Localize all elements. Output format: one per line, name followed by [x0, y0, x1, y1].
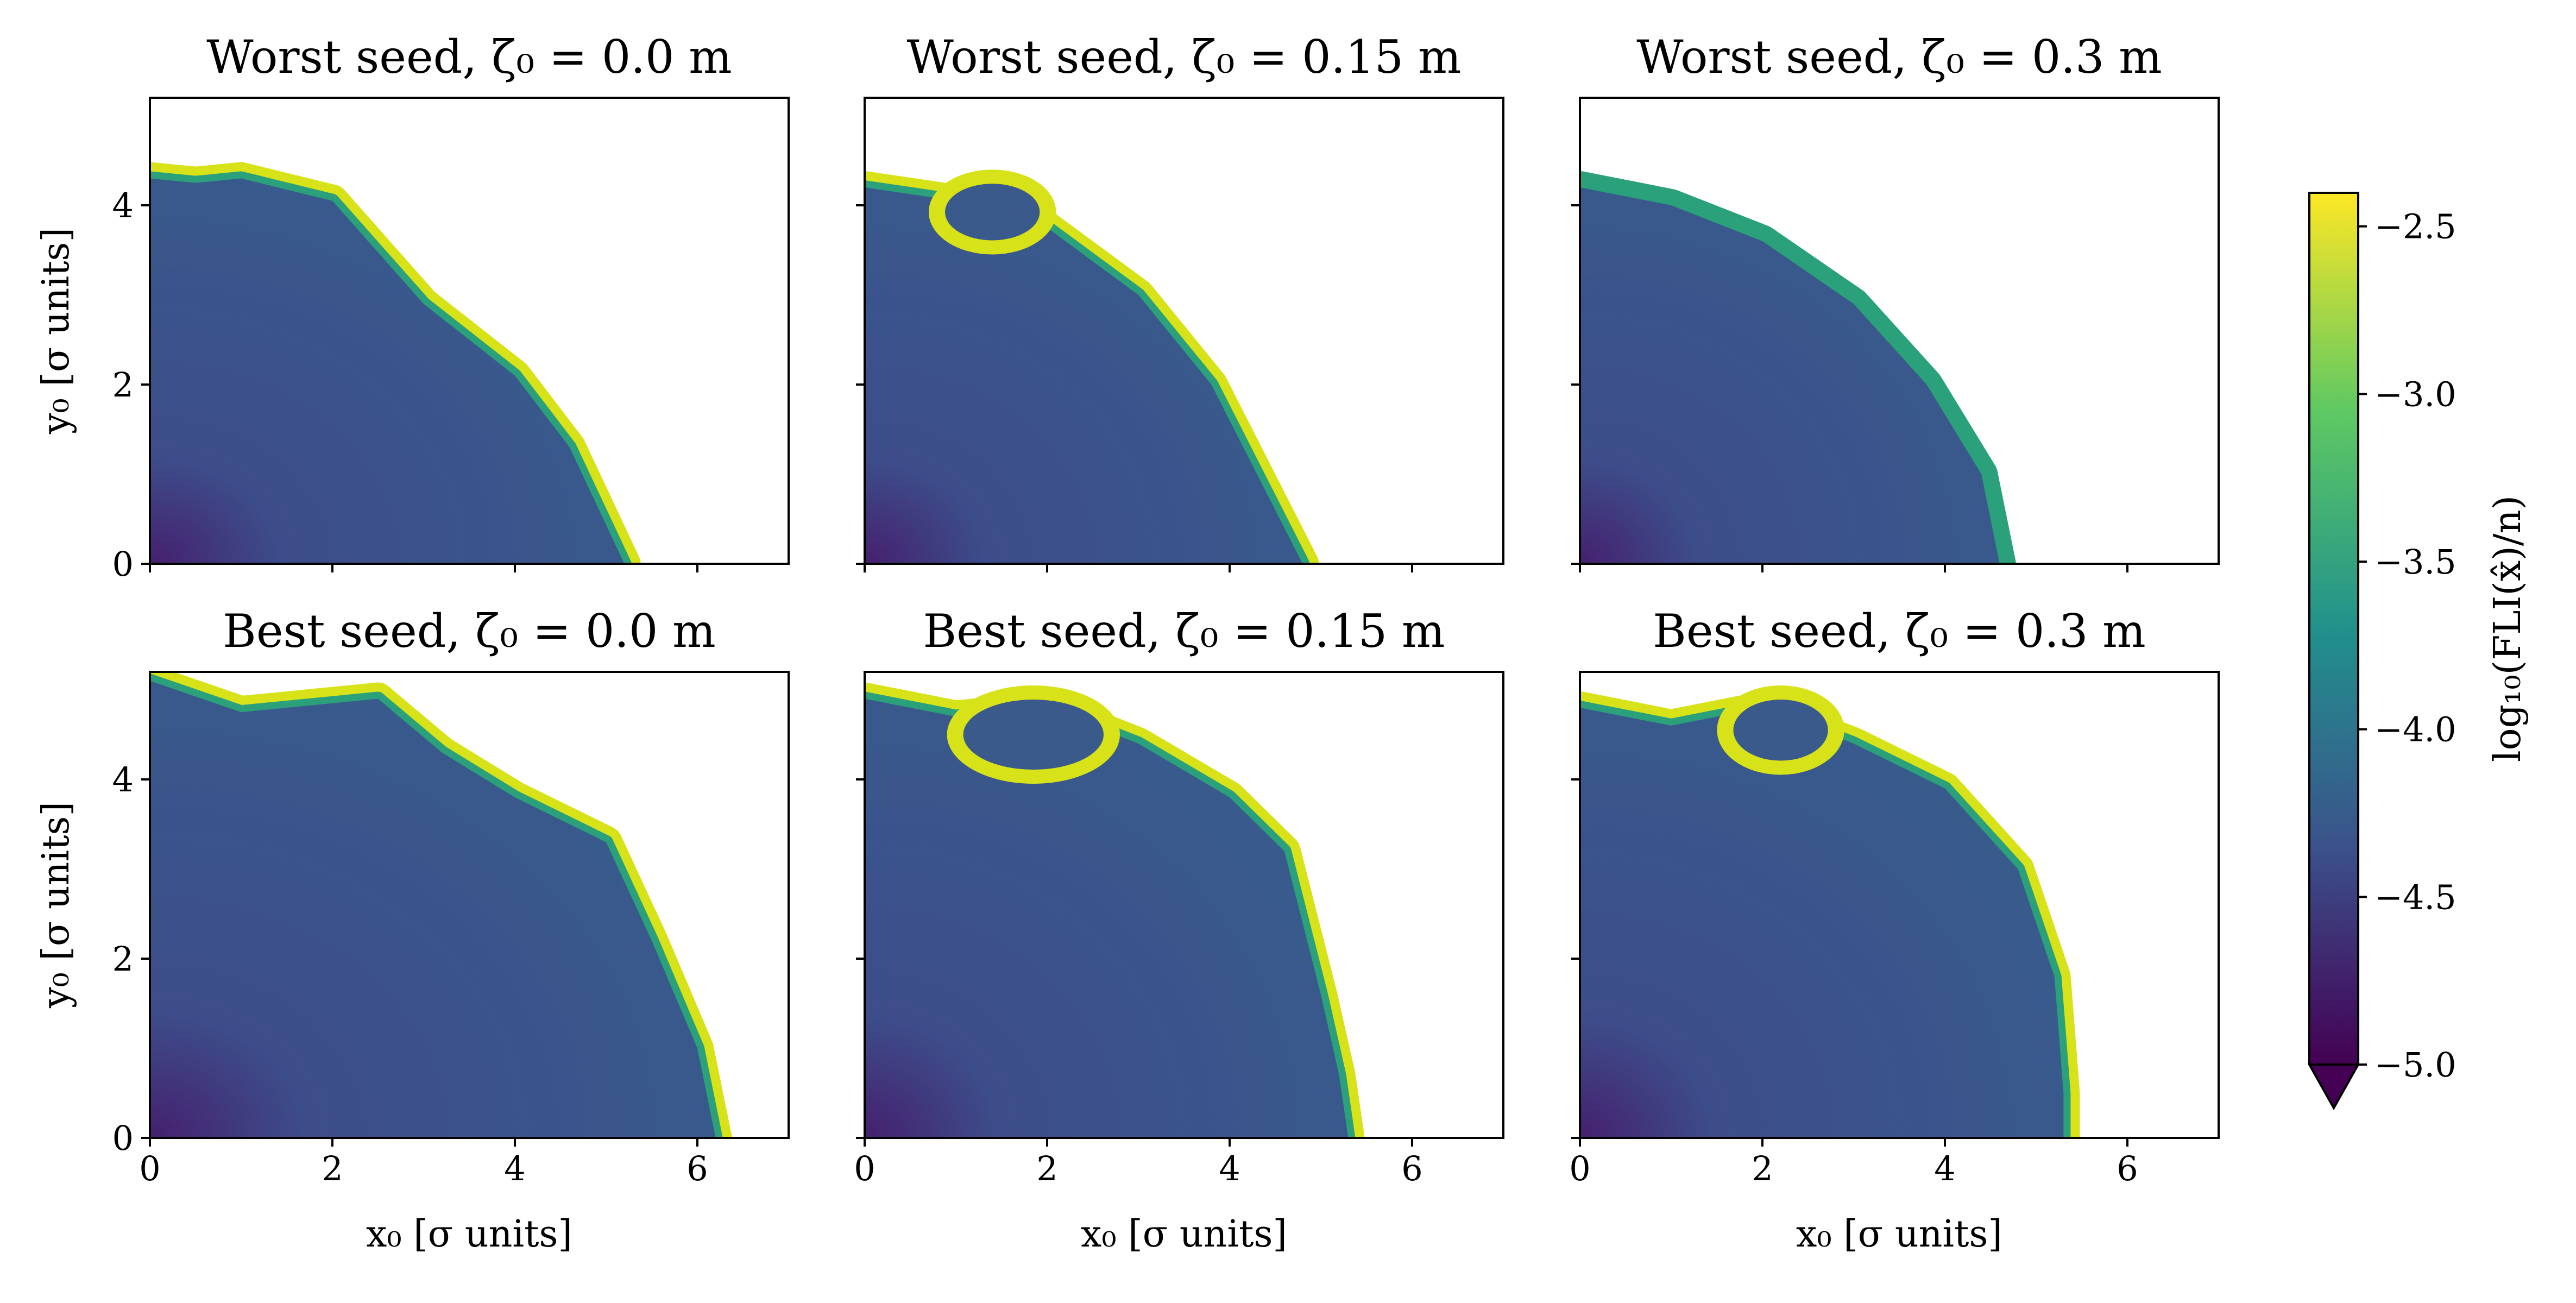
x-tick-label: 0 [1569, 1149, 1590, 1188]
axes-frame [1579, 97, 2220, 565]
heatmap-panel: 0 2 4 6 0 2 4 Best seed, ζ₀ = 0.0 m x₀ [σ units]… [35, 605, 790, 1256]
colorbar-tick-label: −2.5 [2375, 207, 2457, 247]
x-tick-label: 4 [1934, 1149, 1955, 1188]
stability-island [963, 700, 1104, 770]
panel-title: Worst seed, ζ₀ = 0.15 m [906, 30, 1461, 84]
x-tick-label: 6 [2117, 1149, 2138, 1188]
heatmap-panel: 0 2 4 Worst seed, ζ₀ = 0.0 m y₀ [σ units] [35, 30, 790, 584]
axes-frame [149, 97, 790, 565]
panel-title: Best seed, ζ₀ = 0.15 m [923, 605, 1445, 658]
y-tick-label: 2 [112, 939, 134, 979]
colorbar-frame [2308, 192, 2359, 1065]
colorbar-tick-label: −4.5 [2375, 877, 2457, 917]
stable-region [865, 187, 1303, 564]
panel-title: Worst seed, ζ₀ = 0.3 m [1636, 30, 2162, 84]
y-tick-label: 2 [112, 365, 134, 405]
x-tick-label: 2 [1752, 1149, 1773, 1188]
heatmap-panel: 0 2 4 6 Best seed, ζ₀ = 0.15 m x₀ [σ units] [854, 605, 1504, 1256]
x-axis-label: x₀ [σ units] [1081, 1213, 1287, 1256]
stable-region [150, 681, 716, 1138]
colorbar-tick-label: −3.0 [2375, 374, 2457, 414]
x-tick-label: 0 [139, 1149, 160, 1188]
panel-title: Worst seed, ζ₀ = 0.0 m [206, 30, 732, 84]
colorbar-label: log₁₀(FLI(x̂)/n) [2486, 495, 2529, 762]
colorbar-tick-label: −5.0 [2375, 1045, 2457, 1085]
x-tick-label: 0 [854, 1149, 875, 1188]
colorbar-extend-min [2307, 1063, 2360, 1111]
stable-region [1580, 708, 2064, 1138]
heatmap-panel: Worst seed, ζ₀ = 0.3 m [1571, 30, 2220, 572]
colorbar-tick-label: −3.5 [2375, 542, 2457, 582]
x-tick-label: 2 [322, 1149, 343, 1188]
colorbar-gradient [2309, 193, 2358, 1065]
y-tick-label: 4 [112, 760, 134, 800]
y-tick-label: 0 [112, 1118, 134, 1158]
axes-frame [864, 671, 1504, 1139]
x-tick-label: 6 [1401, 1149, 1422, 1188]
axes-frame [864, 97, 1504, 565]
x-tick-label: 2 [1036, 1149, 1057, 1188]
stable-region [865, 698, 1349, 1138]
stability-island [945, 184, 1040, 241]
y-tick-label: 0 [112, 544, 134, 584]
heatmap-panel: Worst seed, ζ₀ = 0.15 m [856, 30, 1504, 572]
panel-title: Best seed, ζ₀ = 0.0 m [223, 605, 716, 658]
y-tick-label: 4 [112, 186, 134, 225]
x-tick-label: 6 [686, 1149, 708, 1188]
x-axis-label: x₀ [σ units] [366, 1213, 572, 1256]
panel-title: Best seed, ζ₀ = 0.3 m [1653, 605, 2146, 658]
colorbar-tick-label: −4.0 [2375, 710, 2457, 750]
stability-island [1733, 700, 1828, 761]
stable-region [1580, 187, 2000, 564]
x-axis-label: x₀ [σ units] [1796, 1213, 2002, 1256]
stable-region [150, 178, 625, 564]
y-axis-label: y₀ [σ units] [35, 228, 78, 435]
axes-frame [1579, 671, 2220, 1139]
x-tick-label: 4 [504, 1149, 525, 1188]
heatmap-panel: 0 2 4 6 Best seed, ζ₀ = 0.3 m x₀ [σ units] [1569, 605, 2220, 1256]
y-axis-label: y₀ [σ units] [35, 802, 78, 1009]
colorbar: −2.5 −3.0 −3.5 −4.0 −4.5 −5.0 log₁₀(FLI(x̂)/n) [2307, 192, 2529, 1111]
x-tick-label: 4 [1219, 1149, 1240, 1188]
axes-frame [149, 671, 790, 1139]
